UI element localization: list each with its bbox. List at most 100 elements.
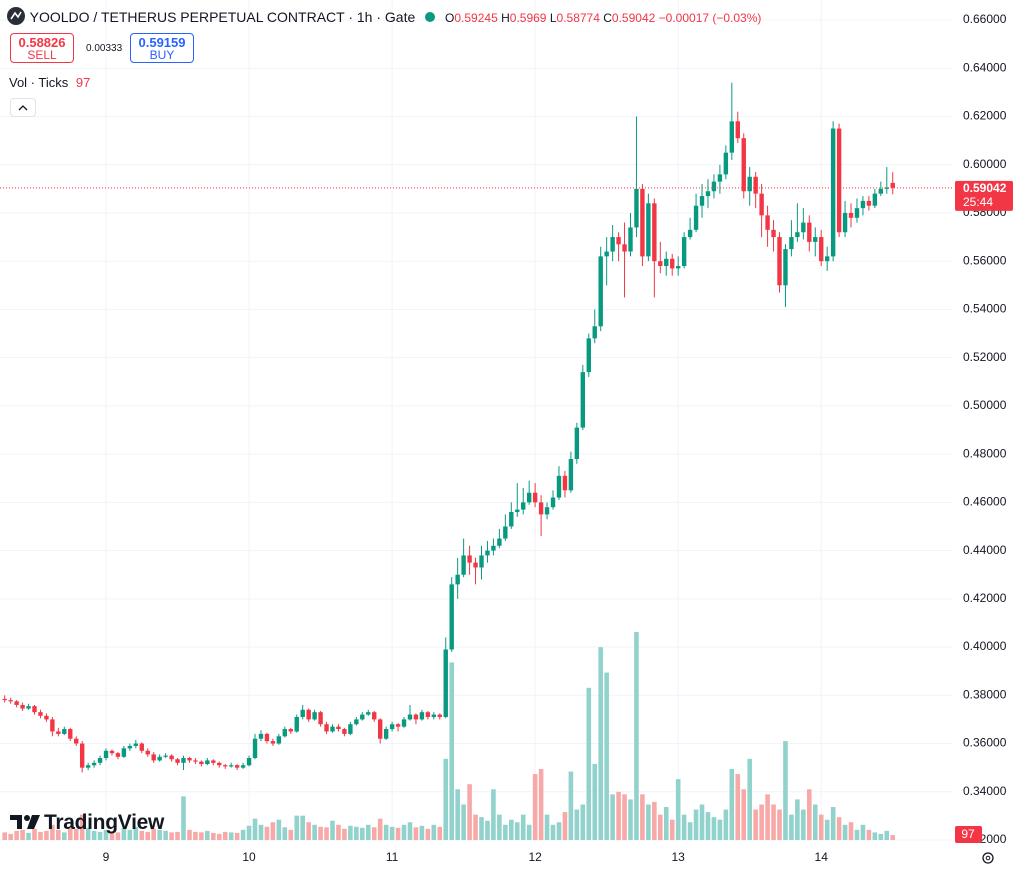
volume-bar (509, 819, 514, 840)
candle-body (240, 765, 246, 768)
volume-bar (282, 827, 288, 840)
volume-bar (634, 632, 639, 840)
volume-bar (580, 804, 586, 840)
volume-bar (878, 833, 884, 840)
candle-body (634, 188, 639, 228)
ohlc-label: H (501, 11, 510, 25)
volume-bar (181, 796, 186, 840)
volume-bar (735, 774, 741, 840)
candle-body (258, 733, 264, 739)
collapse-button[interactable] (10, 98, 36, 117)
candle-body (312, 712, 317, 720)
ohlc-value: 0.58774 (556, 11, 600, 25)
volume-bar (807, 789, 812, 840)
volume-bar (836, 817, 842, 840)
candle-body (711, 181, 717, 192)
volume-bar (526, 824, 532, 840)
candle-body (294, 717, 299, 732)
volume-bar (562, 812, 568, 840)
candle-body (819, 237, 824, 262)
ohlc-label: C (603, 11, 612, 25)
volume-bar (169, 832, 174, 840)
watermark: TradingView (10, 811, 164, 835)
candle-body (598, 256, 603, 327)
symbol-title: YOOLDO / TETHERUS PERPETUAL CONTRACT · 1… (29, 9, 416, 25)
volume-bar (413, 827, 419, 840)
volume-bar (556, 822, 562, 840)
y-tick-label: 0.60000 (963, 157, 1007, 171)
y-tick-label: 0.36000 (963, 736, 1007, 750)
candle-body (616, 237, 621, 245)
volume-bar (79, 814, 85, 840)
candle-body (824, 256, 830, 262)
volume-bar (568, 771, 574, 840)
volume-bar (234, 832, 240, 840)
x-tick-label: 12 (528, 850, 542, 864)
candle-body (532, 492, 538, 503)
status-dot (425, 12, 436, 22)
candle-body (234, 765, 240, 768)
volume-bar (360, 827, 365, 840)
volume-bar (753, 809, 758, 840)
volume-bar (699, 804, 705, 840)
volume-bar (318, 826, 323, 840)
volume-bar (228, 832, 234, 840)
volume-bar (747, 758, 752, 840)
volume-bar (73, 828, 79, 840)
candle-body (568, 458, 574, 491)
settings-icon[interactable] (982, 852, 994, 864)
candle-body (586, 338, 591, 373)
y-tick-label: 0.46000 (963, 495, 1007, 509)
candle-body (62, 729, 67, 734)
candle-body (813, 237, 818, 242)
volume-bar (252, 818, 258, 840)
candle-body (199, 761, 204, 765)
volume-bar (371, 827, 377, 840)
volume-bar (646, 804, 651, 840)
candle-body (354, 719, 359, 725)
volume-bar (818, 814, 824, 840)
candles (2, 82, 895, 773)
candle-body (38, 712, 43, 716)
volume-bar (175, 831, 180, 840)
y-tick-label: 0.66000 (963, 12, 1007, 26)
candle-body (670, 258, 675, 269)
candle-body (217, 762, 222, 766)
candle-body (175, 759, 180, 763)
volume-last: 97 (75, 75, 91, 90)
candle-body (342, 729, 347, 734)
buy-button[interactable]: 0.59159 BUY (130, 33, 194, 63)
candle-body (56, 731, 61, 734)
volume-bar (485, 820, 490, 840)
candle-body (97, 758, 103, 763)
candle-body (407, 714, 413, 720)
candle-body (658, 261, 663, 267)
volume-bar (395, 827, 401, 840)
volume-bar (157, 829, 162, 840)
candle-body (449, 584, 454, 650)
volume-bar (38, 831, 43, 840)
candle-body (32, 706, 37, 713)
volume-bar (127, 829, 133, 840)
candle-body (789, 237, 794, 250)
candle-body (479, 555, 484, 568)
volume-bar (240, 829, 246, 840)
volume-bar (97, 831, 103, 840)
candle-body (115, 753, 121, 757)
candle-body (753, 176, 758, 194)
volume-bar (8, 833, 13, 840)
candle-body (443, 649, 448, 718)
volume-bar (652, 801, 657, 840)
candle-body (765, 215, 770, 230)
candle-body (336, 726, 341, 730)
candle-body (44, 715, 49, 720)
buy-price: 0.59159 (138, 35, 186, 50)
sell-button[interactable]: 0.58826 SELL (10, 33, 74, 63)
candle-body (169, 755, 174, 760)
x-tick-label: 14 (815, 850, 829, 864)
volume-bar (109, 831, 115, 840)
volume-bar (491, 789, 496, 840)
candle-body (252, 738, 258, 759)
candle-body (705, 191, 711, 197)
volume-bar (67, 826, 73, 840)
